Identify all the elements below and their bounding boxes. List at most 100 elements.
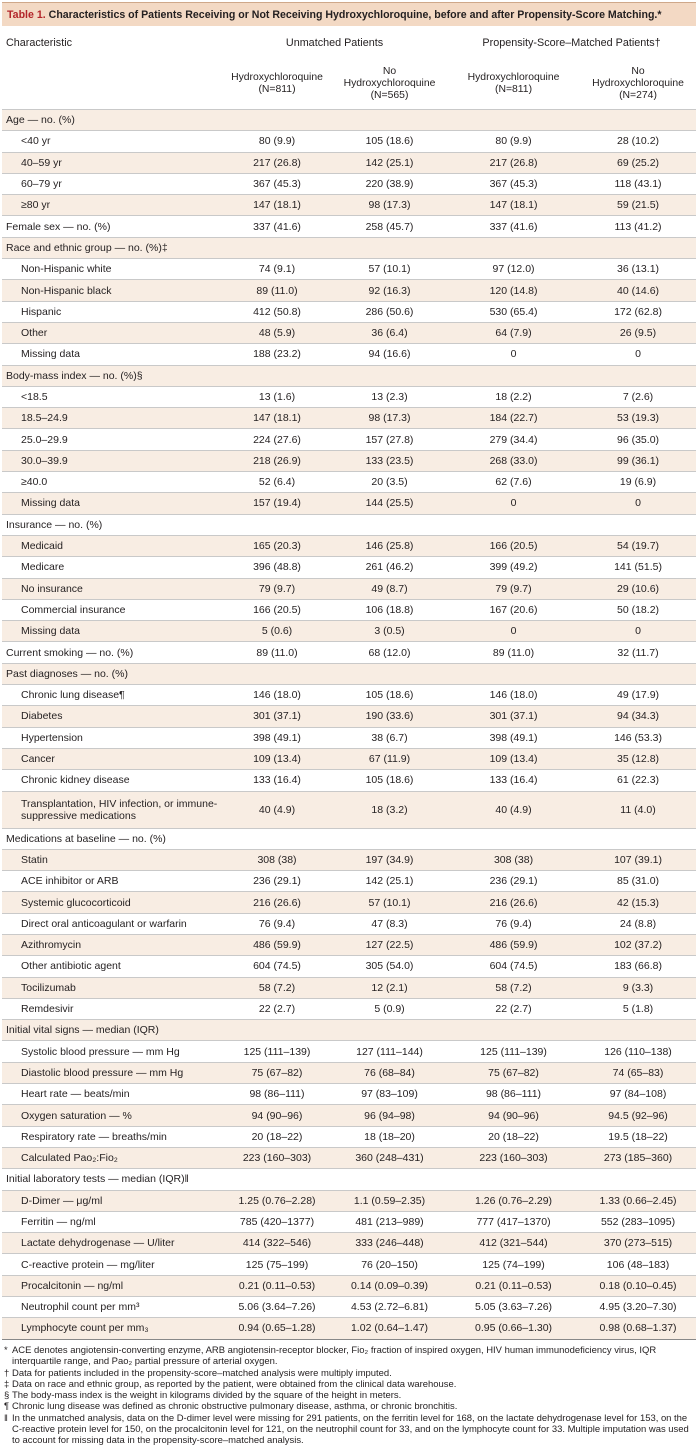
table-row: 18.5–24.9 147 (18.1) 98 (17.3) 184 (22.7) 53…	[2, 407, 697, 429]
cell-value: 146 (18.0)	[447, 684, 581, 706]
cell-value: 11 (4.0)	[580, 790, 697, 828]
cell-value	[447, 1168, 581, 1191]
row-label: Oxygen saturation — %	[2, 1104, 222, 1127]
row-label: Other antibiotic agent	[2, 955, 222, 978]
cell-value: 0	[447, 492, 581, 515]
cell-value: 224 (27.6)	[222, 428, 332, 451]
table-row: Other 48 (5.9) 36 (6.4) 64 (7.9) 26 (9.5)	[2, 321, 697, 344]
cell-value	[222, 236, 332, 259]
table-row: Diabetes 301 (37.1) 190 (33.6) 301 (37.1) 94…	[2, 705, 697, 728]
cell-value: 22 (2.7)	[447, 997, 581, 1020]
cell-value: 106 (48–183)	[580, 1253, 697, 1276]
cell-value: 279 (34.4)	[447, 428, 581, 451]
row-label: Cancer	[2, 747, 222, 770]
row-label: Heart rate — beats/min	[2, 1083, 222, 1105]
cell-value: 604 (74.5)	[447, 955, 581, 978]
table-row: Systemic glucocorticoid 216 (26.6) 57 (10.…	[2, 891, 697, 914]
cell-value: 486 (59.9)	[222, 933, 332, 956]
table-row: Diastolic blood pressure — mm Hg 75 (67–8…	[2, 1061, 697, 1084]
row-label: ≥40.0	[2, 471, 222, 493]
header-spacer	[2, 59, 222, 110]
row-label: Lactate dehydrogenase — U/liter	[2, 1232, 222, 1254]
cell-value: 94 (34.3)	[580, 705, 697, 728]
row-label: Missing data	[2, 343, 222, 366]
footnote-mark: §	[4, 1390, 10, 1402]
footnote-text: Chronic lung disease was defined as chro…	[12, 1401, 458, 1413]
table-row: Current smoking — no. (%) 89 (11.0) 68 (12…	[2, 641, 697, 664]
column-header-line: No	[382, 66, 397, 77]
cell-value	[580, 662, 697, 685]
row-label: Medicare	[2, 556, 222, 579]
cell-value: 261 (46.2)	[332, 556, 448, 579]
table-row: 60–79 yr 367 (45.3) 220 (38.9) 367 (45.3) 11…	[2, 172, 697, 195]
column-header-line: (N=274)	[619, 90, 657, 101]
cell-value: 97 (12.0)	[447, 258, 581, 280]
cell-value: 96 (35.0)	[580, 428, 697, 451]
cell-value: 96 (94–98)	[332, 1104, 448, 1127]
cell-value	[332, 108, 448, 131]
cell-value: 64 (7.9)	[447, 321, 581, 344]
cell-value: 268 (33.0)	[447, 449, 581, 472]
row-label: Lymphocyte count per mm₃	[2, 1317, 222, 1339]
cell-value: 337 (41.6)	[447, 215, 581, 238]
cell-value: 0.21 (0.11–0.53)	[447, 1274, 581, 1297]
cell-value: 0	[580, 620, 697, 642]
cell-value: 68 (12.0)	[332, 641, 448, 664]
cell-value	[332, 827, 448, 850]
row-section-label: Current smoking — no. (%)	[2, 641, 222, 664]
cell-value: 20 (3.5)	[332, 471, 448, 493]
cell-value: 50 (18.2)	[580, 598, 697, 621]
cell-value	[447, 827, 581, 850]
header-row-groups: Characteristic Unmatched Patients Propen…	[2, 27, 696, 59]
footnotes: * ACE denotes angiotensin-converting enzy…	[4, 1345, 694, 1447]
cell-value: 59 (21.5)	[580, 194, 697, 216]
cell-value: 74 (65–83)	[580, 1061, 697, 1084]
row-label: ACE inhibitor or ARB	[2, 870, 222, 892]
cell-value	[332, 1168, 448, 1191]
row-label: Respiratory rate — breaths/min	[2, 1125, 222, 1148]
cell-value: 165 (20.3)	[222, 534, 332, 557]
table-row: Remdesivir 22 (2.7) 5 (0.9) 22 (2.7) 5 (1.8)	[2, 997, 697, 1020]
column-header-1: No Hydroxychloroquine (N=565)	[332, 59, 447, 110]
table-row: ≥40.0 52 (6.4) 20 (3.5) 62 (7.6) 19 (6.9)	[2, 471, 697, 493]
table-caption: Characteristics of Patients Receiving or…	[48, 8, 662, 21]
footnote: ‡ Data on race and ethnic group, as repor…	[4, 1379, 694, 1390]
cell-value: 94.5 (92–96)	[580, 1104, 697, 1127]
cell-value: 236 (29.1)	[447, 870, 581, 892]
cell-value: 126 (110–138)	[580, 1040, 697, 1063]
table-row: 30.0–39.9 218 (26.9) 133 (23.5) 268 (33.0) 9…	[2, 449, 697, 472]
table-row: Chronic kidney disease 133 (16.4) 105 (18.…	[2, 769, 697, 791]
cell-value: 53 (19.3)	[580, 407, 697, 429]
table-row: Systolic blood pressure — mm Hg 125 (111–…	[2, 1040, 697, 1063]
cell-value: 1.1 (0.59–2.35)	[332, 1189, 448, 1212]
table-row: Insurance — no. (%)	[2, 513, 697, 536]
cell-value: 92 (16.3)	[332, 279, 448, 302]
table-row: Initial vital signs — median (IQR)	[2, 1019, 697, 1041]
cell-value: 125 (111–139)	[447, 1040, 581, 1063]
cell-value: 5 (0.6)	[222, 620, 332, 642]
cell-value: 5.06 (3.64–7.26)	[222, 1296, 332, 1318]
cell-value: 47 (8.3)	[332, 912, 448, 935]
cell-value: 146 (18.0)	[222, 684, 332, 706]
footnote: † Data for patients included in the prope…	[4, 1368, 694, 1379]
footnote-text: The body-mass index is the weight in kil…	[12, 1390, 402, 1402]
cell-value	[580, 108, 697, 131]
row-label: Chronic kidney disease	[2, 769, 222, 791]
table-row: ≥80 yr 147 (18.1) 98 (17.3) 147 (18.1) 59 (2…	[2, 194, 697, 216]
table-row: Other antibiotic agent 604 (74.5) 305 (54.…	[2, 955, 697, 978]
row-label: Non-Hispanic black	[2, 279, 222, 302]
cell-value: 223 (160–303)	[222, 1146, 332, 1169]
table-row: Hypertension 398 (49.1) 38 (6.7) 398 (49.1)…	[2, 726, 697, 749]
cell-value: 94 (90–96)	[222, 1104, 332, 1127]
cell-value	[580, 364, 697, 387]
cell-value: 99 (36.1)	[580, 449, 697, 472]
cell-value: 216 (26.6)	[222, 891, 332, 914]
footnote: ¶ Chronic lung disease was defined as chr…	[4, 1401, 694, 1412]
cell-value: 13 (1.6)	[222, 385, 332, 408]
cell-value: 166 (20.5)	[447, 534, 581, 557]
column-header-line: Hydroxychloroquine	[592, 78, 684, 89]
cell-value: 785 (420–1377)	[222, 1210, 332, 1233]
cell-value: 28 (10.2)	[580, 130, 697, 153]
row-label: Systemic glucocorticoid	[2, 891, 222, 914]
cell-value: 69 (25.2)	[580, 151, 697, 174]
